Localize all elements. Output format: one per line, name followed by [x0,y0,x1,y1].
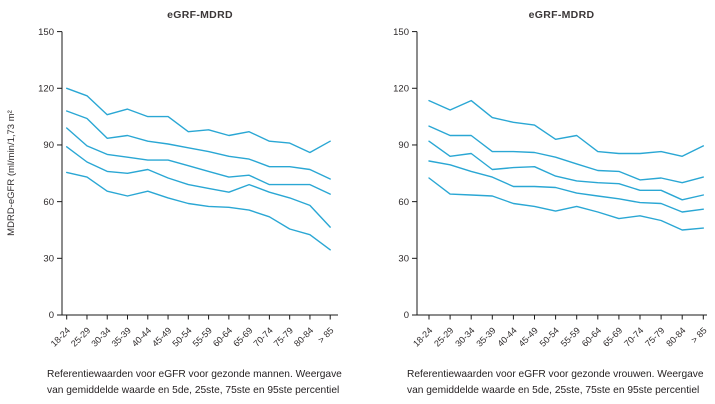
x-tick-label: 18-24 [411,325,434,348]
chart-title-women: eGRF-MDRD [528,9,595,21]
x-tick-label: 70-74 [622,325,645,348]
y-tick-label: 30 [43,254,54,265]
y-tick-label: 150 [393,27,409,38]
x-tick-label: > 85 [316,325,336,345]
y-tick-label: 90 [398,140,409,151]
chart-caption-women: Referentiewaarden voor eGFR voor gezonde… [407,369,704,396]
x-tick-label: 40-44 [130,325,153,348]
series-line-5de-percentiel [428,177,704,231]
series-line-95ste-percentiel [65,87,331,154]
x-tick-label: 65-69 [601,325,624,348]
series-line-75ste-percentiel [65,110,331,180]
x-tick-label: 55-59 [559,325,582,348]
x-tick-label: 50-54 [170,325,193,348]
chart-panel-women: eGRF-MDRD 0 30 60 90 120 150 18-24 25-29 30-34 35… [355,0,715,404]
x-tick-label: 70-74 [251,325,274,348]
y-tick-label: 30 [398,254,409,265]
x-tick-label: 60-64 [580,325,603,348]
x-tick-label: > 85 [689,325,709,345]
line-chart-men: 0 30 60 90 120 150 18-2425-2930-3435-3940-4445… [6,27,338,349]
x-tick-label: 75-79 [272,325,295,348]
x-tick-label: 25-29 [69,325,92,348]
chart-title-men: eGRF-MDRD [167,9,233,21]
y-tick-label: 120 [393,83,409,94]
series-line-95ste-percentiel [428,99,704,158]
y-tick-label: 60 [43,197,54,208]
x-tick-label: 40-44 [495,325,518,348]
y-tick-label: 120 [38,83,54,94]
x-tick-label: 50-54 [538,325,561,348]
series-line-25ste-percentiel [428,160,704,213]
y-tick-label: 150 [38,27,54,38]
x-tick-label: 60-64 [211,325,234,348]
x-tick-label: 75-79 [643,325,666,348]
x-tick-label: 25-29 [432,325,455,348]
x-tick-label: 45-49 [150,325,173,348]
x-tick-label: 45-49 [517,325,540,348]
x-tick-label: 80-84 [292,325,315,348]
y-tick-label: 90 [43,140,54,151]
y-axis-label: MDRD-eGFR (ml/min/1,73 m² [6,110,17,236]
chart-caption-men: Referentiewaarden voor eGFR voor gezonde… [47,369,342,396]
y-tick-label: 0 [49,310,54,321]
series-line-gemiddelde-waarde [428,140,704,201]
series-line-5de-percentiel [65,171,331,251]
x-tick-label: 30-34 [89,325,112,348]
x-tick-label: 55-59 [191,325,214,348]
line-chart-women: 0 30 60 90 120 150 18-2425-2930-3435-3940-4445… [393,27,709,349]
x-tick-label: 18-24 [49,325,72,348]
x-tick-label: 30-34 [453,325,476,348]
chart-panel-men: eGRF-MDRD 0 30 60 90 120 150 18-24 25-29 30-34 35… [0,0,355,404]
x-tick-label: 80-84 [664,325,687,348]
x-tick-label: 65-69 [231,325,254,348]
series-line-25ste-percentiel [65,146,331,228]
y-tick-label: 60 [398,197,409,208]
x-tick-label: 35-39 [474,325,497,348]
x-tick-label: 35-39 [110,325,133,348]
y-tick-label: 0 [404,310,409,321]
series-line-gemiddelde-waarde [65,127,331,195]
series-line-75ste-percentiel [428,125,704,184]
